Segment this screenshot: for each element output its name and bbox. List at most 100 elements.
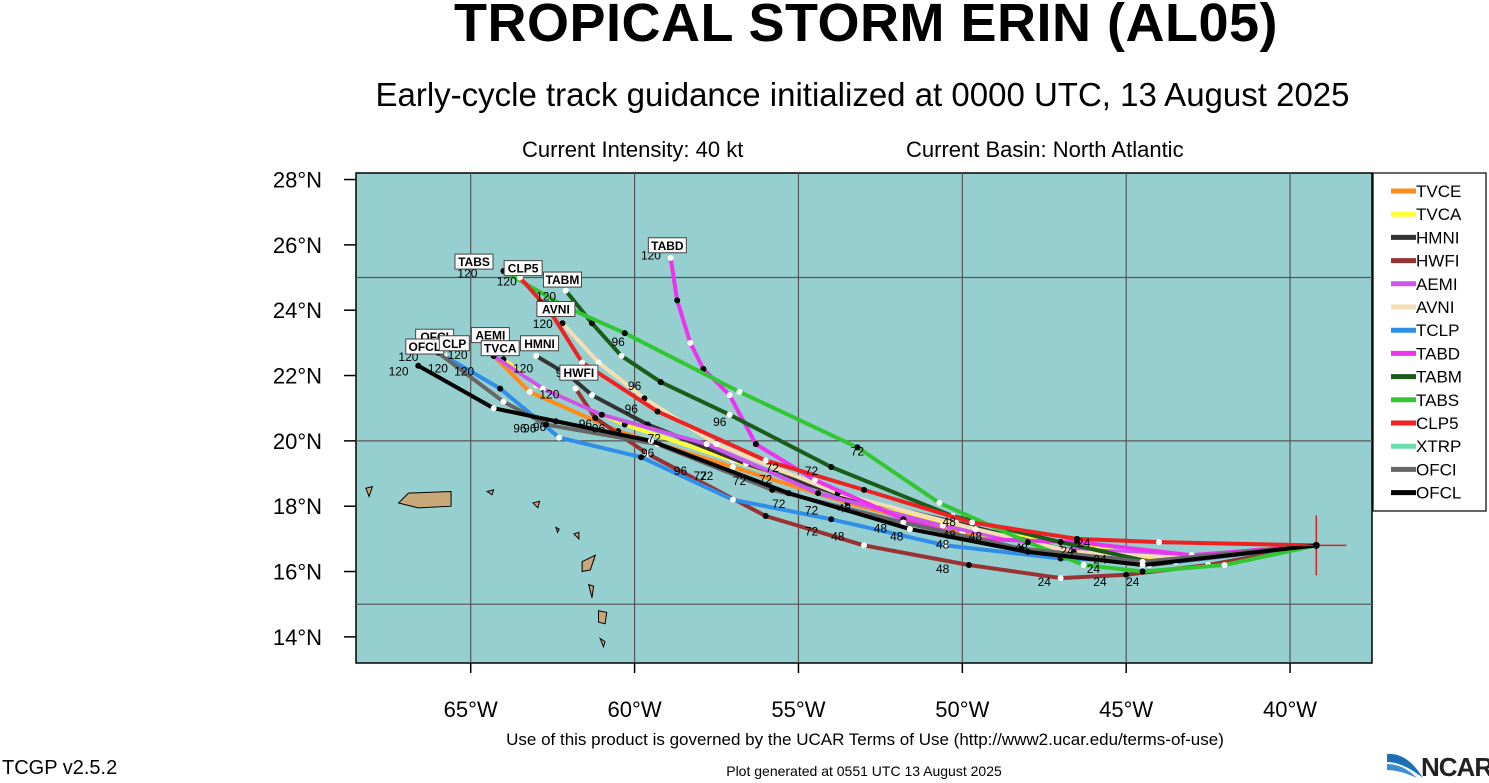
track-point xyxy=(644,450,651,457)
forecast-hour-label: 48 xyxy=(831,530,845,544)
storm-position-dot xyxy=(1312,541,1320,549)
forecast-hour-label: 120 xyxy=(448,348,468,362)
forecast-hour-label: 96 xyxy=(592,422,606,436)
forecast-hour-label: 72 xyxy=(693,469,707,483)
forecast-hour-label: 24 xyxy=(1077,536,1091,550)
model-end-label: AEMI xyxy=(470,327,510,344)
legend-label-tvca: TVCA xyxy=(1416,205,1462,224)
track-point xyxy=(559,320,566,327)
track-point xyxy=(526,388,533,395)
track-point xyxy=(828,516,835,523)
lon-tick-label: 55°W xyxy=(771,697,825,722)
model-end-label-box xyxy=(438,335,470,352)
track-point xyxy=(1074,535,1081,542)
track-point xyxy=(900,519,907,526)
model-end-label-box xyxy=(559,364,599,381)
forecast-hour-label: 72 xyxy=(851,445,865,459)
track-point xyxy=(654,408,661,415)
island-shape xyxy=(581,554,597,573)
forecast-hour-label: 24 xyxy=(1093,552,1107,566)
legend-label-tvce: TVCE xyxy=(1416,182,1461,201)
track-point xyxy=(861,542,867,549)
model-end-label: AVNI xyxy=(536,300,576,317)
track-point xyxy=(638,454,645,461)
track-point xyxy=(939,522,946,529)
track-point xyxy=(726,392,733,399)
track-point xyxy=(1024,548,1031,555)
model-end-label: TABD xyxy=(647,237,687,254)
track-point xyxy=(415,362,422,369)
generated-timestamp: Plot generated at 0551 UTC 13 August 202… xyxy=(726,763,1002,779)
island-shape xyxy=(555,526,560,534)
island-shape xyxy=(365,485,374,498)
model-end-label-text: CLP xyxy=(442,337,466,351)
forecast-hour-label: 120 xyxy=(533,317,553,331)
track-point xyxy=(674,297,681,304)
forecast-hour-label: 96 xyxy=(628,379,642,393)
track-point xyxy=(618,352,625,359)
forecast-hour-label: 48 xyxy=(874,521,888,535)
track-point xyxy=(828,464,835,470)
model-end-label-text: HWFI xyxy=(564,366,595,380)
lon-tick-label: 65°W xyxy=(444,697,498,722)
track-point xyxy=(562,287,569,294)
forecast-hour-label: 96 xyxy=(674,464,688,478)
legend-label-tabs: TABS xyxy=(1416,391,1459,410)
track-point xyxy=(598,411,605,418)
model-end-label: TABM xyxy=(542,271,582,288)
track-point xyxy=(972,526,979,533)
forecast-hour-label: 72 xyxy=(805,503,819,517)
forecast-hour-label: 24 xyxy=(1061,544,1075,558)
track-point xyxy=(1139,562,1146,568)
lat-tick-label: 26°N xyxy=(273,233,322,258)
lat-tick-label: 22°N xyxy=(273,364,322,389)
model-end-label-text: AEMI xyxy=(475,329,505,343)
forecast-hour-label: 96 xyxy=(625,402,639,416)
island-shape xyxy=(485,489,495,496)
model-end-label: TABS xyxy=(454,253,494,270)
forecast-hour-label: 96 xyxy=(533,420,547,434)
forecast-hour-label: 24 xyxy=(1038,575,1052,589)
track-point xyxy=(906,526,913,533)
model-end-label-text: HMNI xyxy=(524,337,555,351)
legend-label-hwfi: HWFI xyxy=(1416,252,1459,271)
lat-tick-label: 20°N xyxy=(273,429,322,454)
legend-label-xtrp: XTRP xyxy=(1416,437,1461,456)
forecast-hour-label: 72 xyxy=(772,497,786,511)
track-point xyxy=(592,415,599,421)
track-point xyxy=(936,499,943,506)
model-end-label-box xyxy=(542,271,582,288)
forecast-hour-label: 120 xyxy=(454,365,474,379)
track-point xyxy=(969,519,976,526)
lat-tick-label: 14°N xyxy=(273,625,322,650)
forecast-hour-label: 48 xyxy=(943,515,957,529)
track-point xyxy=(572,385,579,392)
grid-layer xyxy=(356,173,1372,663)
track-point xyxy=(1080,562,1087,568)
legend-label-tclp: TCLP xyxy=(1416,321,1459,340)
track-point xyxy=(579,359,586,366)
track-point xyxy=(762,457,769,464)
legend-label-ofci: OFCI xyxy=(1416,460,1457,479)
model-end-label-box xyxy=(480,340,520,357)
forecast-hour-label: 72 xyxy=(759,472,773,486)
model-end-label-text: OFCL xyxy=(408,340,441,354)
track-point xyxy=(539,385,546,392)
track-point xyxy=(726,411,733,418)
current-basin: Current Basin: North Atlantic xyxy=(906,137,1184,162)
forecast-hour-label: 48 xyxy=(936,562,950,576)
track-point xyxy=(965,562,972,568)
island-shape xyxy=(587,583,595,598)
track-layer xyxy=(415,254,1347,582)
model-end-label: TVCA xyxy=(480,340,520,357)
forecast-hour-label: 72 xyxy=(733,474,747,488)
forecast-hour-label: 96 xyxy=(612,335,626,349)
lat-tick-label: 24°N xyxy=(273,298,322,323)
track-point xyxy=(815,490,822,497)
model-end-label: CLP xyxy=(438,335,470,352)
track-point xyxy=(647,437,654,444)
forecast-hour-label: 120 xyxy=(539,387,559,401)
forecast-hour-label: 120 xyxy=(389,365,409,379)
forecast-hour-label: 72 xyxy=(648,432,662,446)
